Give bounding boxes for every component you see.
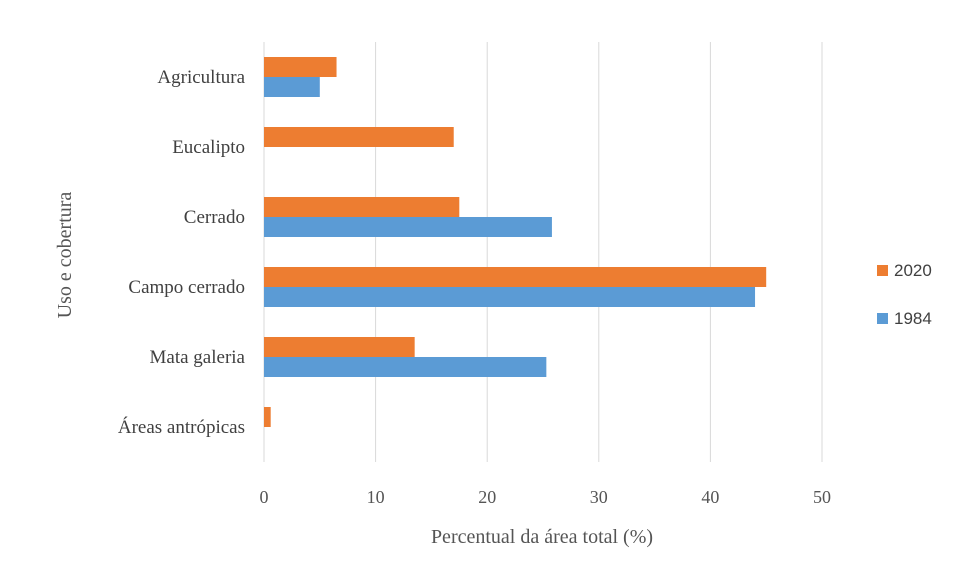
category-label: Eucalipto — [172, 137, 245, 158]
legend-swatch-1984 — [877, 313, 888, 324]
x-tick-label: 10 — [367, 487, 385, 507]
bar-2020-eucalipto — [264, 127, 454, 147]
bar-1984-campo-cerrado — [264, 287, 756, 307]
x-tick-label: 40 — [701, 487, 719, 507]
x-tick-label: 30 — [590, 487, 608, 507]
bar-2020-mata-galeria — [264, 337, 415, 357]
category-label: Agricultura — [157, 67, 245, 88]
gridlines — [263, 42, 823, 462]
bar-2020-agricultura — [264, 57, 337, 77]
category-label: Cerrado — [184, 207, 245, 228]
x-tick-label: 50 — [813, 487, 831, 507]
x-tick-label: 0 — [260, 487, 269, 507]
x-tick-labels: 0 10 20 30 40 50 — [260, 487, 832, 507]
category-label: Áreas antrópicas — [118, 416, 245, 438]
y-axis-title: Uso e cobertura — [54, 192, 76, 319]
legend-label-2020: 2020 — [894, 261, 932, 280]
legend-swatch-2020 — [877, 265, 888, 276]
x-tick-label: 20 — [478, 487, 496, 507]
category-labels: Agricultura Eucalipto Cerrado Campo cerrado… — [118, 67, 246, 438]
x-axis-title: Percentual da área total (%) — [431, 526, 653, 548]
bar-2020-áreas-antrópicas — [264, 407, 271, 427]
bar-1984-mata-galeria — [264, 357, 547, 377]
category-label: Mata galeria — [150, 347, 246, 368]
bar-2020-campo-cerrado — [264, 267, 767, 287]
legend-label-1984: 1984 — [894, 309, 932, 328]
bar-1984-agricultura — [264, 77, 320, 97]
legend: 2020 1984 — [877, 261, 932, 328]
bar-2020-cerrado — [264, 197, 460, 217]
bars — [264, 57, 767, 427]
category-label: Campo cerrado — [128, 277, 245, 298]
bar-1984-cerrado — [264, 217, 552, 237]
